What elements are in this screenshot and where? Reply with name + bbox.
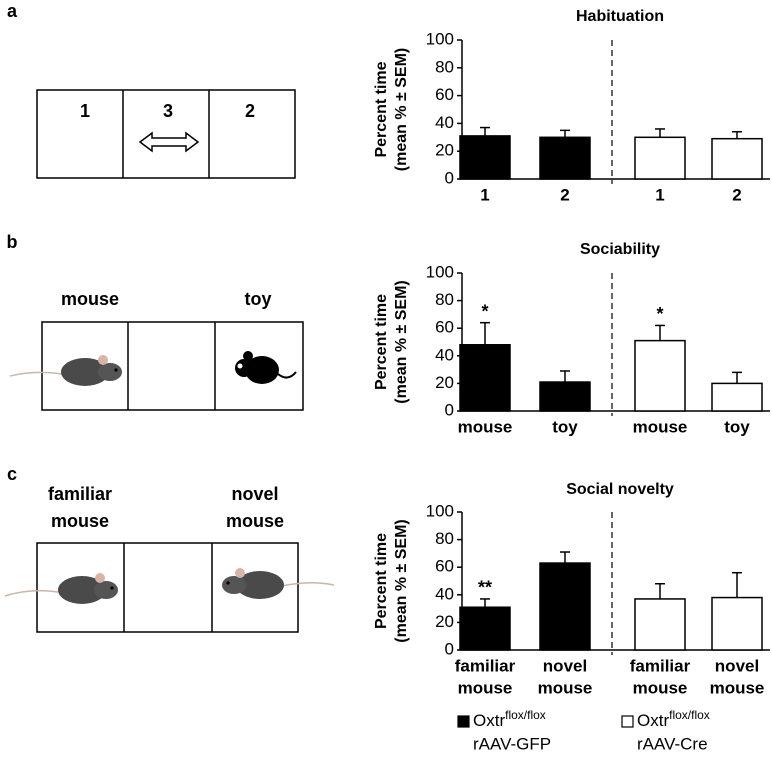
y-tick-label: 80 <box>435 290 454 309</box>
bar <box>634 136 686 180</box>
chart-title: Habituation <box>576 8 664 25</box>
bar <box>711 137 763 180</box>
y-axis-label: (mean % ± SEM) <box>393 280 410 403</box>
x-tick-label: 1 <box>480 185 489 204</box>
significance-marker: ** <box>478 578 492 598</box>
chamber-diagram-c <box>36 542 299 633</box>
legend-swatch <box>457 715 470 728</box>
y-tick-label: 60 <box>435 85 454 104</box>
y-tick-label: 40 <box>435 113 454 132</box>
y-axis-label: Percent time <box>373 533 390 629</box>
legend-label: Oxtrflox/flox <box>637 708 710 730</box>
x-tick-label: mouse <box>633 417 688 436</box>
x-tick-label: novel <box>715 656 759 675</box>
panel-letter: b <box>7 232 18 252</box>
legend-label-line2: rAAV-Cre <box>637 734 708 753</box>
significance-marker: * <box>481 301 488 321</box>
legend-sup: flox/flox <box>505 708 546 722</box>
chamber-label: 3 <box>163 101 173 121</box>
y-tick-label: 20 <box>435 141 454 160</box>
x-tick-label: mouse <box>633 678 688 697</box>
legend-swatch <box>621 715 634 728</box>
y-tick-label: 0 <box>445 400 454 419</box>
chamber-label: 2 <box>245 101 255 121</box>
y-axis-label: Percent time <box>373 294 390 390</box>
y-axis-label: (mean % ± SEM) <box>393 519 410 642</box>
chart-title: Social novelty <box>566 481 674 498</box>
x-tick-label: toy <box>552 417 578 436</box>
x-tick-label: familiar <box>630 656 691 675</box>
chamber-diagram-b <box>41 321 304 411</box>
x-tick-label: familiar <box>455 656 516 675</box>
chart-title: Sociability <box>580 241 660 258</box>
x-tick-label: toy <box>724 417 750 436</box>
bar <box>459 344 511 412</box>
chamber-diagram-a <box>36 89 296 179</box>
x-tick-label: mouse <box>710 678 765 697</box>
bar <box>711 596 763 651</box>
bar <box>459 135 511 180</box>
x-tick-label: 2 <box>732 185 741 204</box>
bar <box>459 606 511 651</box>
y-tick-label: 40 <box>435 345 454 364</box>
y-tick-label: 40 <box>435 584 454 603</box>
x-tick-label: novel <box>543 656 587 675</box>
mouse-icon <box>9 355 122 386</box>
y-tick-label: 0 <box>445 639 454 658</box>
chamber-label: mouse <box>226 511 284 531</box>
panel-letter: c <box>7 464 17 484</box>
mouse-icon <box>222 568 335 599</box>
y-tick-label: 20 <box>435 373 454 392</box>
x-tick-label: 2 <box>560 185 569 204</box>
legend-label-line2: rAAV-GFP <box>473 734 551 753</box>
chamber-label: mouse <box>51 511 109 531</box>
y-axis-label: (mean % ± SEM) <box>393 48 410 171</box>
chamber-label: 1 <box>80 101 90 121</box>
legend-text: Oxtr <box>473 711 505 730</box>
x-tick-label: 1 <box>655 185 664 204</box>
panel-letter: a <box>7 1 18 21</box>
bar <box>634 339 686 412</box>
y-tick-label: 0 <box>445 168 454 187</box>
y-tick-label: 100 <box>426 262 454 281</box>
toy-mouse-icon <box>235 351 297 384</box>
chamber-label: toy <box>245 289 272 309</box>
mouse-icon <box>4 573 118 604</box>
y-tick-label: 60 <box>435 557 454 576</box>
x-tick-label: mouse <box>538 678 593 697</box>
bar <box>634 598 686 651</box>
y-tick-label: 100 <box>426 501 454 520</box>
y-tick-label: 100 <box>426 29 454 48</box>
y-axis-label: Percent time <box>373 61 390 157</box>
chamber-label: mouse <box>61 289 119 309</box>
bar <box>539 562 591 651</box>
y-tick-label: 80 <box>435 57 454 76</box>
x-tick-label: mouse <box>458 417 513 436</box>
chamber-label: familiar <box>48 484 112 504</box>
bar <box>711 382 763 412</box>
chamber-label: novel <box>231 484 278 504</box>
y-tick-label: 80 <box>435 529 454 548</box>
legend-text: Oxtr <box>637 711 669 730</box>
legend-label: Oxtrflox/flox <box>473 708 546 730</box>
x-tick-label: mouse <box>458 678 513 697</box>
significance-marker: * <box>656 304 663 324</box>
legend-sup: flox/flox <box>669 708 710 722</box>
y-tick-label: 60 <box>435 318 454 337</box>
bar <box>539 136 591 180</box>
y-tick-label: 20 <box>435 612 454 631</box>
bar <box>539 381 591 412</box>
